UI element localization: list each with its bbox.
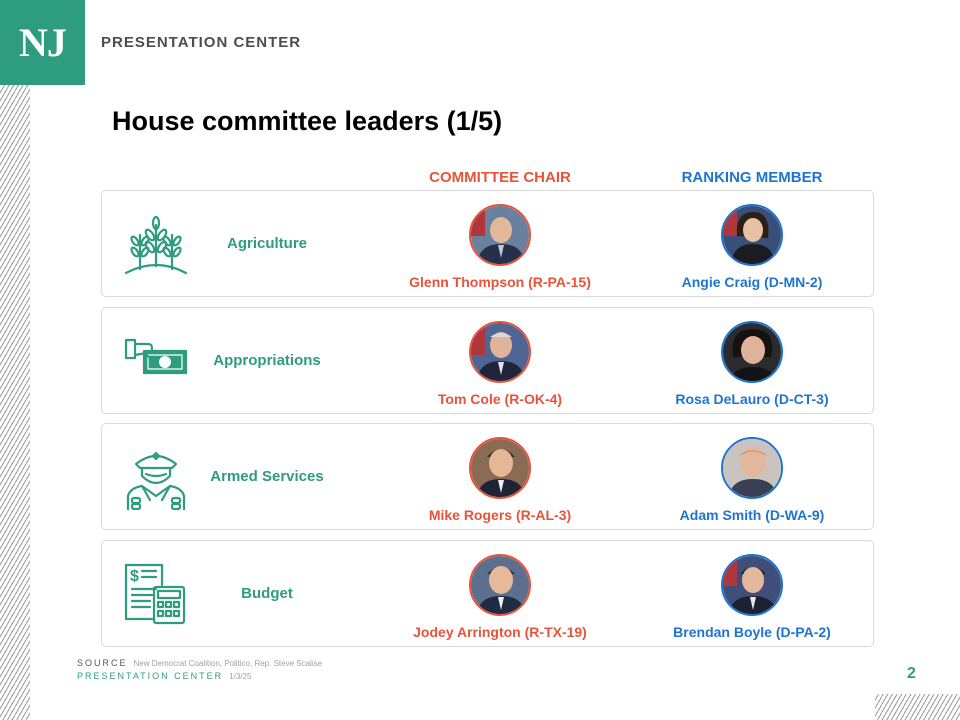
page-number: 2 <box>907 665 916 682</box>
footer-center: PRESENTATION CENTER 1/3/25 <box>77 671 251 681</box>
committee-row-agriculture: Agriculture Glenn Thompson (R-PA-15) Ang… <box>101 190 874 297</box>
chair-name: Jodey Arrington (R-TX-19) <box>413 624 587 640</box>
page-title: House committee leaders (1/5) <box>112 106 503 136</box>
footer-source: SOURCE New Democrat Coalition, Politico, … <box>77 658 322 668</box>
wheat-icon <box>122 211 190 277</box>
chair-photo <box>469 437 531 499</box>
chair-photo <box>469 204 531 266</box>
ranking-name: Angie Craig (D-MN-2) <box>681 274 823 290</box>
left-hatch-decoration <box>0 85 30 720</box>
nj-logo: NJ <box>0 0 85 85</box>
svg-text:$: $ <box>130 568 139 585</box>
center-label: PRESENTATION CENTER <box>77 671 224 681</box>
committee-row-armed-services: Armed Services Mike Rogers (R-AL-3) Adam… <box>101 423 874 530</box>
committee-name: Appropriations <box>213 352 321 369</box>
chair-photo <box>469 554 531 616</box>
ranking-name: Adam Smith (D-WA-9) <box>679 507 825 523</box>
source-label: SOURCE <box>77 658 128 668</box>
corner-hatch-decoration <box>875 694 960 720</box>
soldier-icon <box>122 444 190 512</box>
committee-name: Armed Services <box>210 468 324 485</box>
column-header-chair: COMMITTEE CHAIR <box>429 169 571 186</box>
chair-photo <box>469 321 531 383</box>
ranking-photo <box>721 437 783 499</box>
column-header-ranking: RANKING MEMBER <box>681 169 823 186</box>
ranking-photo <box>721 204 783 266</box>
ranking-photo <box>721 554 783 616</box>
chair-name: Mike Rogers (R-AL-3) <box>428 507 572 523</box>
ranking-photo <box>721 321 783 383</box>
committee-row-budget: $ Budget Jodey Arrington (R-TX-19) Brend… <box>101 540 874 647</box>
brand-name: PRESENTATION CENTER <box>101 34 302 51</box>
committee-name: Agriculture <box>226 235 307 252</box>
ranking-name: Rosa DeLauro (D-CT-3) <box>675 391 829 407</box>
footer-date: 1/3/25 <box>229 672 252 681</box>
committee-name: Budget <box>241 585 293 602</box>
budget-calculator-icon: $ <box>122 561 190 627</box>
chair-name: Tom Cole (R-OK-4) <box>437 391 563 407</box>
money-hand-icon <box>122 328 190 394</box>
source-text: New Democrat Coalition, Politico, Rep. S… <box>133 659 323 668</box>
chair-name: Glenn Thompson (R-PA-15) <box>409 274 591 290</box>
ranking-name: Brendan Boyle (D-PA-2) <box>673 624 831 640</box>
committee-row-appropriations: Appropriations Tom Cole (R-OK-4) Rosa De… <box>101 307 874 414</box>
